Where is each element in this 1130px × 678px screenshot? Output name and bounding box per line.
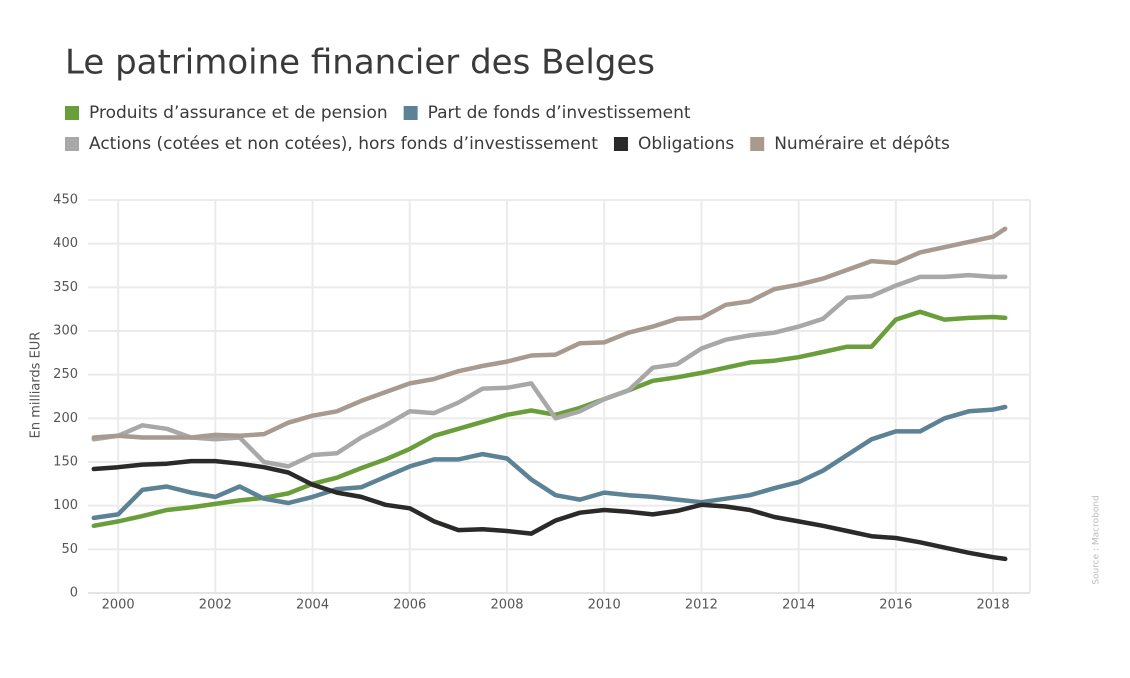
legend-label: Actions (cotées et non cotées), hors fon… bbox=[89, 134, 598, 154]
legend-swatch bbox=[65, 137, 79, 151]
x-tick-label: 2006 bbox=[393, 598, 426, 613]
x-tick-label: 2008 bbox=[490, 598, 523, 613]
x-tick-label: 2012 bbox=[685, 598, 718, 613]
x-tick-label: 2002 bbox=[199, 598, 232, 613]
x-tick-label: 2018 bbox=[977, 598, 1010, 613]
y-tick-label: 100 bbox=[53, 498, 78, 513]
y-tick-label: 50 bbox=[61, 542, 78, 557]
series-line bbox=[91, 226, 1008, 440]
y-tick-label: 400 bbox=[53, 236, 78, 251]
legend-label: Obligations bbox=[638, 134, 734, 154]
legend-label: Part de fonds d’investissement bbox=[428, 103, 691, 123]
x-tick-label: 2016 bbox=[879, 598, 912, 613]
series-line bbox=[91, 272, 1008, 469]
legend-swatch bbox=[750, 137, 765, 151]
y-tick-label: 300 bbox=[53, 324, 78, 339]
legend-label: Numéraire et dépôts bbox=[774, 134, 950, 154]
x-tick-label: 2010 bbox=[588, 598, 621, 613]
legend-swatch bbox=[403, 106, 418, 120]
x-tick-label: 2004 bbox=[296, 598, 329, 613]
chart-title: Le patrimoine financier des Belges bbox=[65, 43, 655, 83]
source-note: Source : Macrobond bbox=[1092, 495, 1102, 585]
y-tick-label: 250 bbox=[53, 367, 78, 382]
y-axis-label: En milliards EUR bbox=[29, 332, 44, 439]
y-tick-label: 450 bbox=[53, 193, 78, 208]
y-tick-label: 150 bbox=[53, 455, 78, 470]
legend-swatch bbox=[65, 106, 79, 120]
legend-label: Produits d’assurance et de pension bbox=[89, 103, 388, 123]
x-tick-label: 2014 bbox=[782, 598, 815, 613]
y-tick-label: 350 bbox=[53, 280, 78, 295]
series-line bbox=[91, 458, 1008, 562]
y-tick-label: 200 bbox=[53, 411, 78, 426]
y-tick-label: 0 bbox=[70, 586, 78, 601]
series-line bbox=[91, 404, 1008, 521]
legend-swatch bbox=[613, 137, 628, 151]
x-tick-label: 2000 bbox=[102, 598, 135, 613]
